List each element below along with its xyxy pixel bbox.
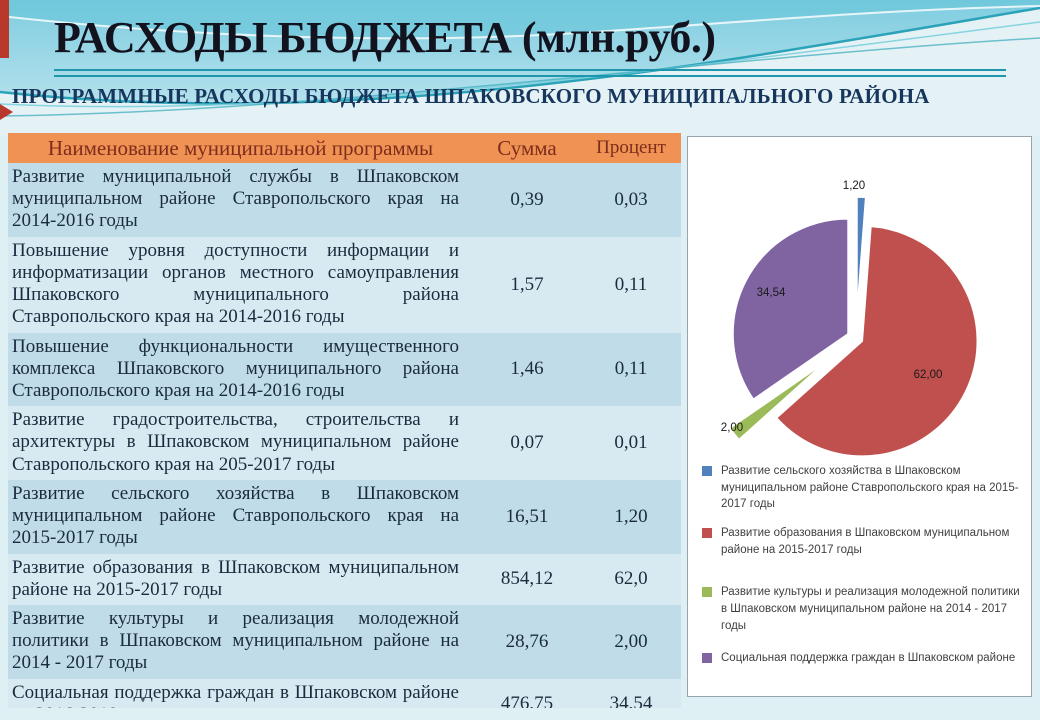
sum-cell: 1,57 <box>510 273 544 295</box>
table-row: Социальная поддержка граждан в Шпаковско… <box>8 678 681 708</box>
percent-cell: 0,11 <box>614 358 648 380</box>
title-underline <box>54 69 1006 77</box>
legend-item: Социальная поддержка граждан в Шпаковско… <box>702 650 1020 667</box>
table-row: Развитие градостроительства, строительст… <box>8 406 681 480</box>
program-name-cell: Развитие сельского хозяйства в Шпаковско… <box>12 482 459 549</box>
left-accent-triangle-icon <box>0 104 13 120</box>
program-name-cell: Социальная поддержка граждан в Шпаковско… <box>12 681 459 708</box>
table-row: Развитие культуры и реализация молодежно… <box>8 604 681 679</box>
pie-value-label: 34,54 <box>757 287 786 299</box>
legend-swatch-icon <box>702 528 712 539</box>
left-accent-bar <box>0 0 9 58</box>
program-name-cell: Развитие культуры и реализация молодежно… <box>12 607 459 674</box>
slide-subtitle: ПРОГРАММНЫЕ РАСХОДЫ БЮДЖЕТА ШПАКОВСКОГО … <box>12 84 930 108</box>
column-header-percent: Процент <box>596 137 666 158</box>
program-name-cell: Повышение функциональности имущественног… <box>12 335 459 401</box>
program-name-cell: Развитие муниципальной службы в Шпаковск… <box>12 166 459 232</box>
column-header-sum: Сумма <box>497 135 557 160</box>
sum-cell: 16,51 <box>505 505 549 527</box>
table-body: Развитие муниципальной службы в Шпаковск… <box>8 163 681 708</box>
legend-item: Развитие культуры и реализация молодежно… <box>702 584 1020 634</box>
percent-cell: 34,54 <box>609 693 653 708</box>
legend-label: Развитие культуры и реализация молодежно… <box>721 586 1020 632</box>
pie-slice <box>728 362 826 441</box>
program-name-cell: Развитие образования в Шпаковском муници… <box>12 556 459 600</box>
pie-slice <box>775 225 978 457</box>
percent-cell: 0,01 <box>614 432 648 454</box>
pie-slice <box>856 196 867 313</box>
table-row: Повышение уровня доступности информации … <box>8 236 681 333</box>
legend-label: Развитие сельского хозяйства в Шпаковско… <box>721 465 1019 511</box>
percent-cell: 62,0 <box>614 568 648 590</box>
sum-cell: 0,07 <box>510 432 544 454</box>
pie-slice <box>732 218 849 401</box>
legend-swatch-icon <box>702 466 712 476</box>
pie-value-label: 1,20 <box>843 180 865 192</box>
program-name-cell: Развитие градостроительства, строительст… <box>12 409 459 475</box>
pie-chart-panel: 1,20 62,00 2,00 34,54 Развитие сельского хо… <box>687 136 1032 697</box>
sum-cell: 28,76 <box>505 630 549 652</box>
legend-swatch-icon <box>702 587 712 598</box>
pie-value-label: 62,00 <box>914 369 943 381</box>
legend-label: Социальная поддержка граждан в Шпаковско… <box>721 652 1016 665</box>
legend-item: Развитие образования в Шпаковском муници… <box>702 525 1020 558</box>
table-row: Развитие образования в Шпаковском муници… <box>8 553 681 605</box>
page-title: РАСХОДЫ БЮДЖЕТА (млн.руб.) <box>54 13 716 62</box>
pie-chart: 1,20 62,00 2,00 34,54 <box>721 180 978 457</box>
sum-cell: 854,12 <box>500 568 554 590</box>
column-header-name: Наименование муниципальной программы <box>47 135 434 160</box>
table-header-row: Наименование муниципальной программы Сум… <box>8 133 681 163</box>
percent-cell: 1,20 <box>614 505 648 527</box>
legend-item: Развитие сельского хозяйства в Шпаковско… <box>702 463 1020 513</box>
table-row: Развитие муниципальной службы в Шпаковск… <box>8 163 681 237</box>
chart-legend: Развитие сельского хозяйства в Шпаковско… <box>702 463 1020 667</box>
program-name-cell: Повышение уровня доступности информации … <box>12 239 459 328</box>
percent-cell: 0,03 <box>614 188 648 210</box>
percent-cell: 2,00 <box>614 630 648 652</box>
pie-value-label: 2,00 <box>721 422 743 434</box>
table-row: Развитие сельского хозяйства в Шпаковско… <box>8 479 681 554</box>
sum-cell: 1,46 <box>510 358 544 380</box>
legend-swatch-icon <box>702 653 712 664</box>
legend-label: Развитие образования в Шпаковском муници… <box>721 527 1010 556</box>
wave-decoration <box>0 0 1040 136</box>
table-row: Повышение функциональности имущественног… <box>8 332 681 407</box>
sum-cell: 476,75 <box>500 693 554 708</box>
sum-cell: 0,39 <box>510 188 544 210</box>
percent-cell: 0,11 <box>614 273 648 295</box>
budget-table: Наименование муниципальной программы Сум… <box>8 133 681 708</box>
background-waves <box>0 0 1040 136</box>
